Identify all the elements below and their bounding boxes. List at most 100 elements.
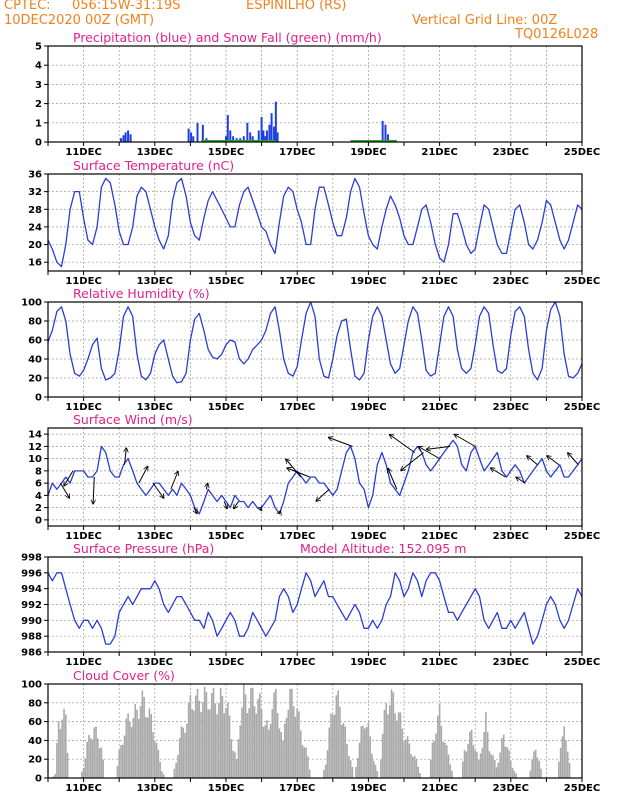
cloud-bar <box>330 713 332 778</box>
cloud-bar <box>262 726 265 778</box>
x-tick-label: 21DEC <box>421 783 457 794</box>
cloud-bar <box>143 696 145 778</box>
cloud-bar <box>323 769 325 778</box>
cloud-bar <box>332 714 334 778</box>
cloud-bar <box>129 721 131 778</box>
cloud-bar <box>146 717 149 778</box>
cloud-bar <box>91 739 94 778</box>
cloud-bar <box>442 741 444 778</box>
cloud-bar <box>415 759 418 778</box>
series-line <box>47 177 583 268</box>
cloud-bar <box>266 720 268 778</box>
precip-bar <box>226 115 229 142</box>
wind-arrow <box>125 448 127 465</box>
cloud-bar <box>371 753 373 778</box>
y-tick-label: 28 <box>28 205 42 216</box>
y-tick-label: 10 <box>28 454 42 465</box>
cloud-bar <box>139 706 142 778</box>
cloud-bar <box>417 766 420 778</box>
cloud-bar <box>132 717 135 778</box>
cloud-bar <box>186 723 188 778</box>
cloud-bar <box>145 717 147 778</box>
cloud-bar <box>401 728 404 778</box>
y-tick-label: 4 <box>35 491 42 502</box>
cloud-bar <box>474 750 476 778</box>
cloud-bar <box>136 709 138 778</box>
x-tick-label: 15DEC <box>208 531 244 542</box>
x-tick-label: 21DEC <box>421 147 457 158</box>
precip-bar <box>268 124 271 142</box>
cloud-bar <box>490 754 493 778</box>
wind-arrow <box>516 477 526 484</box>
cloud-bar <box>397 712 400 778</box>
x-tick-label: 17DEC <box>279 147 315 158</box>
cloud-bar <box>116 765 119 778</box>
cloud-bar <box>372 760 375 778</box>
cloud-bar <box>221 695 224 778</box>
cloud-bar <box>123 735 126 778</box>
y-tick-label: 12 <box>28 442 42 453</box>
cloud-bar <box>59 729 62 778</box>
cloud-bar <box>257 699 259 778</box>
cloud-bar <box>413 755 416 778</box>
cloud-bar <box>259 693 261 778</box>
cloud-bar <box>285 717 288 778</box>
y-tick-label: 6 <box>35 479 42 490</box>
x-tick-label: 15DEC <box>208 783 244 794</box>
cloud-bar <box>235 759 238 778</box>
cloud-bar <box>305 747 307 778</box>
cloud-bar <box>173 768 176 778</box>
x-tick-label: 13DEC <box>137 276 173 287</box>
cloud-bar <box>178 738 181 778</box>
cloud-bar <box>513 770 516 778</box>
wind-arrow <box>170 471 178 490</box>
y-tick-label: 60 <box>28 336 42 347</box>
cloud-bar <box>412 756 414 778</box>
cloud-bar <box>246 713 249 778</box>
cloud-bar <box>561 736 564 778</box>
cloud-bar <box>82 767 85 778</box>
cloud-bar <box>152 732 154 778</box>
cloud-bar <box>374 764 377 778</box>
cloud-bar <box>57 721 60 778</box>
cloud-bar <box>214 703 217 778</box>
y-tick-label: 3 <box>35 80 42 91</box>
cloud-bar <box>324 764 327 778</box>
cloud-bar <box>360 726 363 778</box>
cloud-bar <box>529 770 532 778</box>
y-tick-label: 40 <box>28 736 42 747</box>
cloud-bar <box>390 689 393 778</box>
cloud-bar <box>228 715 231 778</box>
panel-frame <box>47 683 583 779</box>
cloud-bar <box>121 744 124 778</box>
wind-arrow <box>224 501 227 509</box>
y-tick-label: 14 <box>28 430 42 441</box>
panel-frame <box>47 45 583 143</box>
header-grid-note: Vertical Grid Line: 00Z <box>412 13 558 28</box>
cloud-bar <box>118 749 120 778</box>
cloud-bar <box>296 708 298 778</box>
cloud-bar <box>267 729 270 778</box>
cloud-bar <box>351 766 354 778</box>
cloud-bar <box>159 761 161 778</box>
cloud-bar <box>81 771 83 778</box>
precip-bar <box>274 101 277 142</box>
cloud-bar <box>189 694 192 778</box>
cloud-bar <box>65 714 67 778</box>
y-tick-label: 0 <box>35 515 42 526</box>
cloud-bar <box>410 754 412 778</box>
cloud-bar <box>408 743 411 778</box>
wind-arrow <box>389 435 415 453</box>
cloud-bar <box>566 751 569 778</box>
cloud-bar <box>198 700 201 778</box>
x-tick-label: 17DEC <box>279 531 315 542</box>
x-tick-label: 19DEC <box>350 402 386 413</box>
cloud-bar <box>447 754 450 778</box>
cloud-bar <box>226 702 229 778</box>
wind-arrow <box>490 468 506 478</box>
x-tick-label: 11DEC <box>65 147 101 158</box>
y-tick-label: 4 <box>35 61 42 72</box>
cloud-bar <box>307 756 309 778</box>
panel-3: 0 20 40 60 80 100 11DEC 13DEC 15DEC 17DEC 19DEC 21D… <box>21 286 600 413</box>
cloud-bar <box>232 750 234 778</box>
